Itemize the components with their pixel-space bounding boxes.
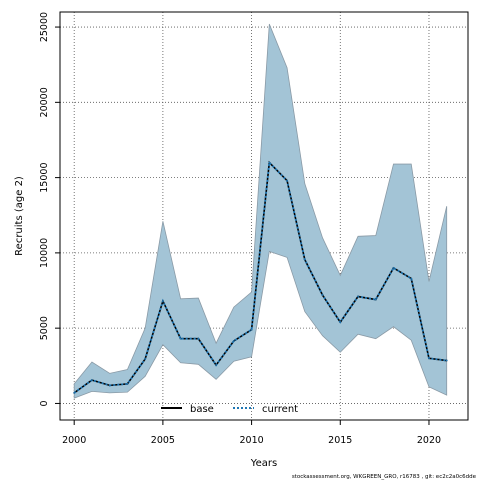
x-tick-label: 2005: [151, 435, 175, 446]
x-tick-label: 2000: [62, 435, 86, 446]
data-point-current: [339, 321, 342, 324]
data-point-current: [410, 277, 413, 280]
data-point-current: [126, 382, 129, 385]
data-point-current: [303, 258, 306, 261]
data-point-current: [250, 328, 253, 331]
data-point-current: [321, 294, 324, 296]
data-point-current: [392, 267, 395, 269]
legend-label-base: base: [190, 404, 214, 415]
data-point-current: [73, 392, 76, 394]
x-axis: 2000 2005 2010 2015 2020: [62, 420, 441, 446]
data-points-layer: [73, 161, 448, 394]
x-tick-label: 2020: [417, 435, 441, 446]
data-point-current: [161, 300, 164, 302]
data-point-current: [428, 357, 430, 360]
legend: base current: [161, 404, 298, 415]
y-tick-label: 0: [39, 400, 50, 406]
data-point-current: [286, 179, 288, 182]
y-tick-label: 15000: [39, 162, 50, 192]
data-point-current: [108, 384, 111, 387]
data-point-current: [232, 340, 235, 342]
series-line-current: [73, 160, 447, 394]
x-axis-title: Years: [250, 458, 277, 469]
footer-credit: stockassessment.org, WKGREEN_GRO, r16783…: [292, 474, 477, 480]
y-axis: 0 5000 10000 15000 20000 25000: [39, 12, 60, 406]
data-point-current: [197, 337, 200, 340]
data-point-current: [144, 358, 147, 360]
y-tick-label: 20000: [39, 87, 50, 117]
data-point-current: [374, 298, 377, 301]
x-tick-label: 2010: [239, 435, 263, 446]
plot-frame: [59, 11, 469, 421]
data-point-current: [445, 359, 448, 362]
y-tick-label: 25000: [39, 12, 50, 42]
data-point-current: [91, 379, 93, 382]
series-lines-layer: [73, 160, 447, 394]
y-tick-label: 10000: [39, 238, 50, 268]
data-point-current: [215, 364, 218, 366]
data-point-current: [268, 161, 271, 164]
x-tick-label: 2015: [328, 435, 352, 446]
y-tick-label: 5000: [39, 316, 50, 340]
legend-label-current: current: [262, 404, 298, 415]
confidence-band-layer: [73, 23, 448, 399]
data-point-current: [357, 295, 359, 298]
y-axis-title: Recruits (age 2): [14, 176, 25, 256]
data-point-current: [179, 337, 182, 340]
confidence-band: [73, 23, 448, 399]
